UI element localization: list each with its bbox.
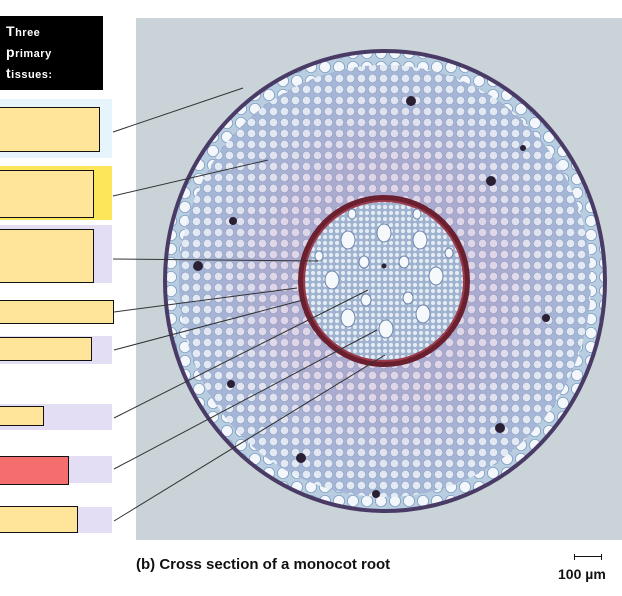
leader-line-5 xyxy=(113,299,304,351)
leader-line-4 xyxy=(113,287,298,313)
vascular-tissue-box[interactable] xyxy=(0,229,94,283)
micrograph-drawing xyxy=(136,18,622,540)
ground-tissue-box[interactable] xyxy=(0,170,94,218)
figure-caption: (b) Cross section of a monocot root xyxy=(136,556,391,573)
header-line-3: tissues: xyxy=(6,65,53,81)
leader-line-8 xyxy=(113,354,386,522)
header-line-2: primary xyxy=(6,44,52,60)
monocot-root-micrograph xyxy=(136,18,622,540)
label-box-7[interactable] xyxy=(0,456,69,485)
leader-line-ground xyxy=(112,159,269,197)
scale-bar xyxy=(574,554,602,560)
leader-line-dermal xyxy=(112,87,244,133)
leader-line-7 xyxy=(113,329,378,470)
leader-line-vascular xyxy=(112,258,319,262)
label-box-6[interactable] xyxy=(0,406,44,426)
leader-line-6 xyxy=(113,289,369,419)
label-box-5[interactable] xyxy=(0,337,92,361)
scale-label: 100 µm xyxy=(558,566,606,582)
label-box-4[interactable] xyxy=(0,300,114,324)
three-primary-tissues-header: Three primary tissues: xyxy=(0,16,103,90)
label-box-8[interactable] xyxy=(0,506,78,533)
dermal-tissue-box[interactable] xyxy=(0,107,100,152)
header-line-1: Three xyxy=(6,23,41,39)
